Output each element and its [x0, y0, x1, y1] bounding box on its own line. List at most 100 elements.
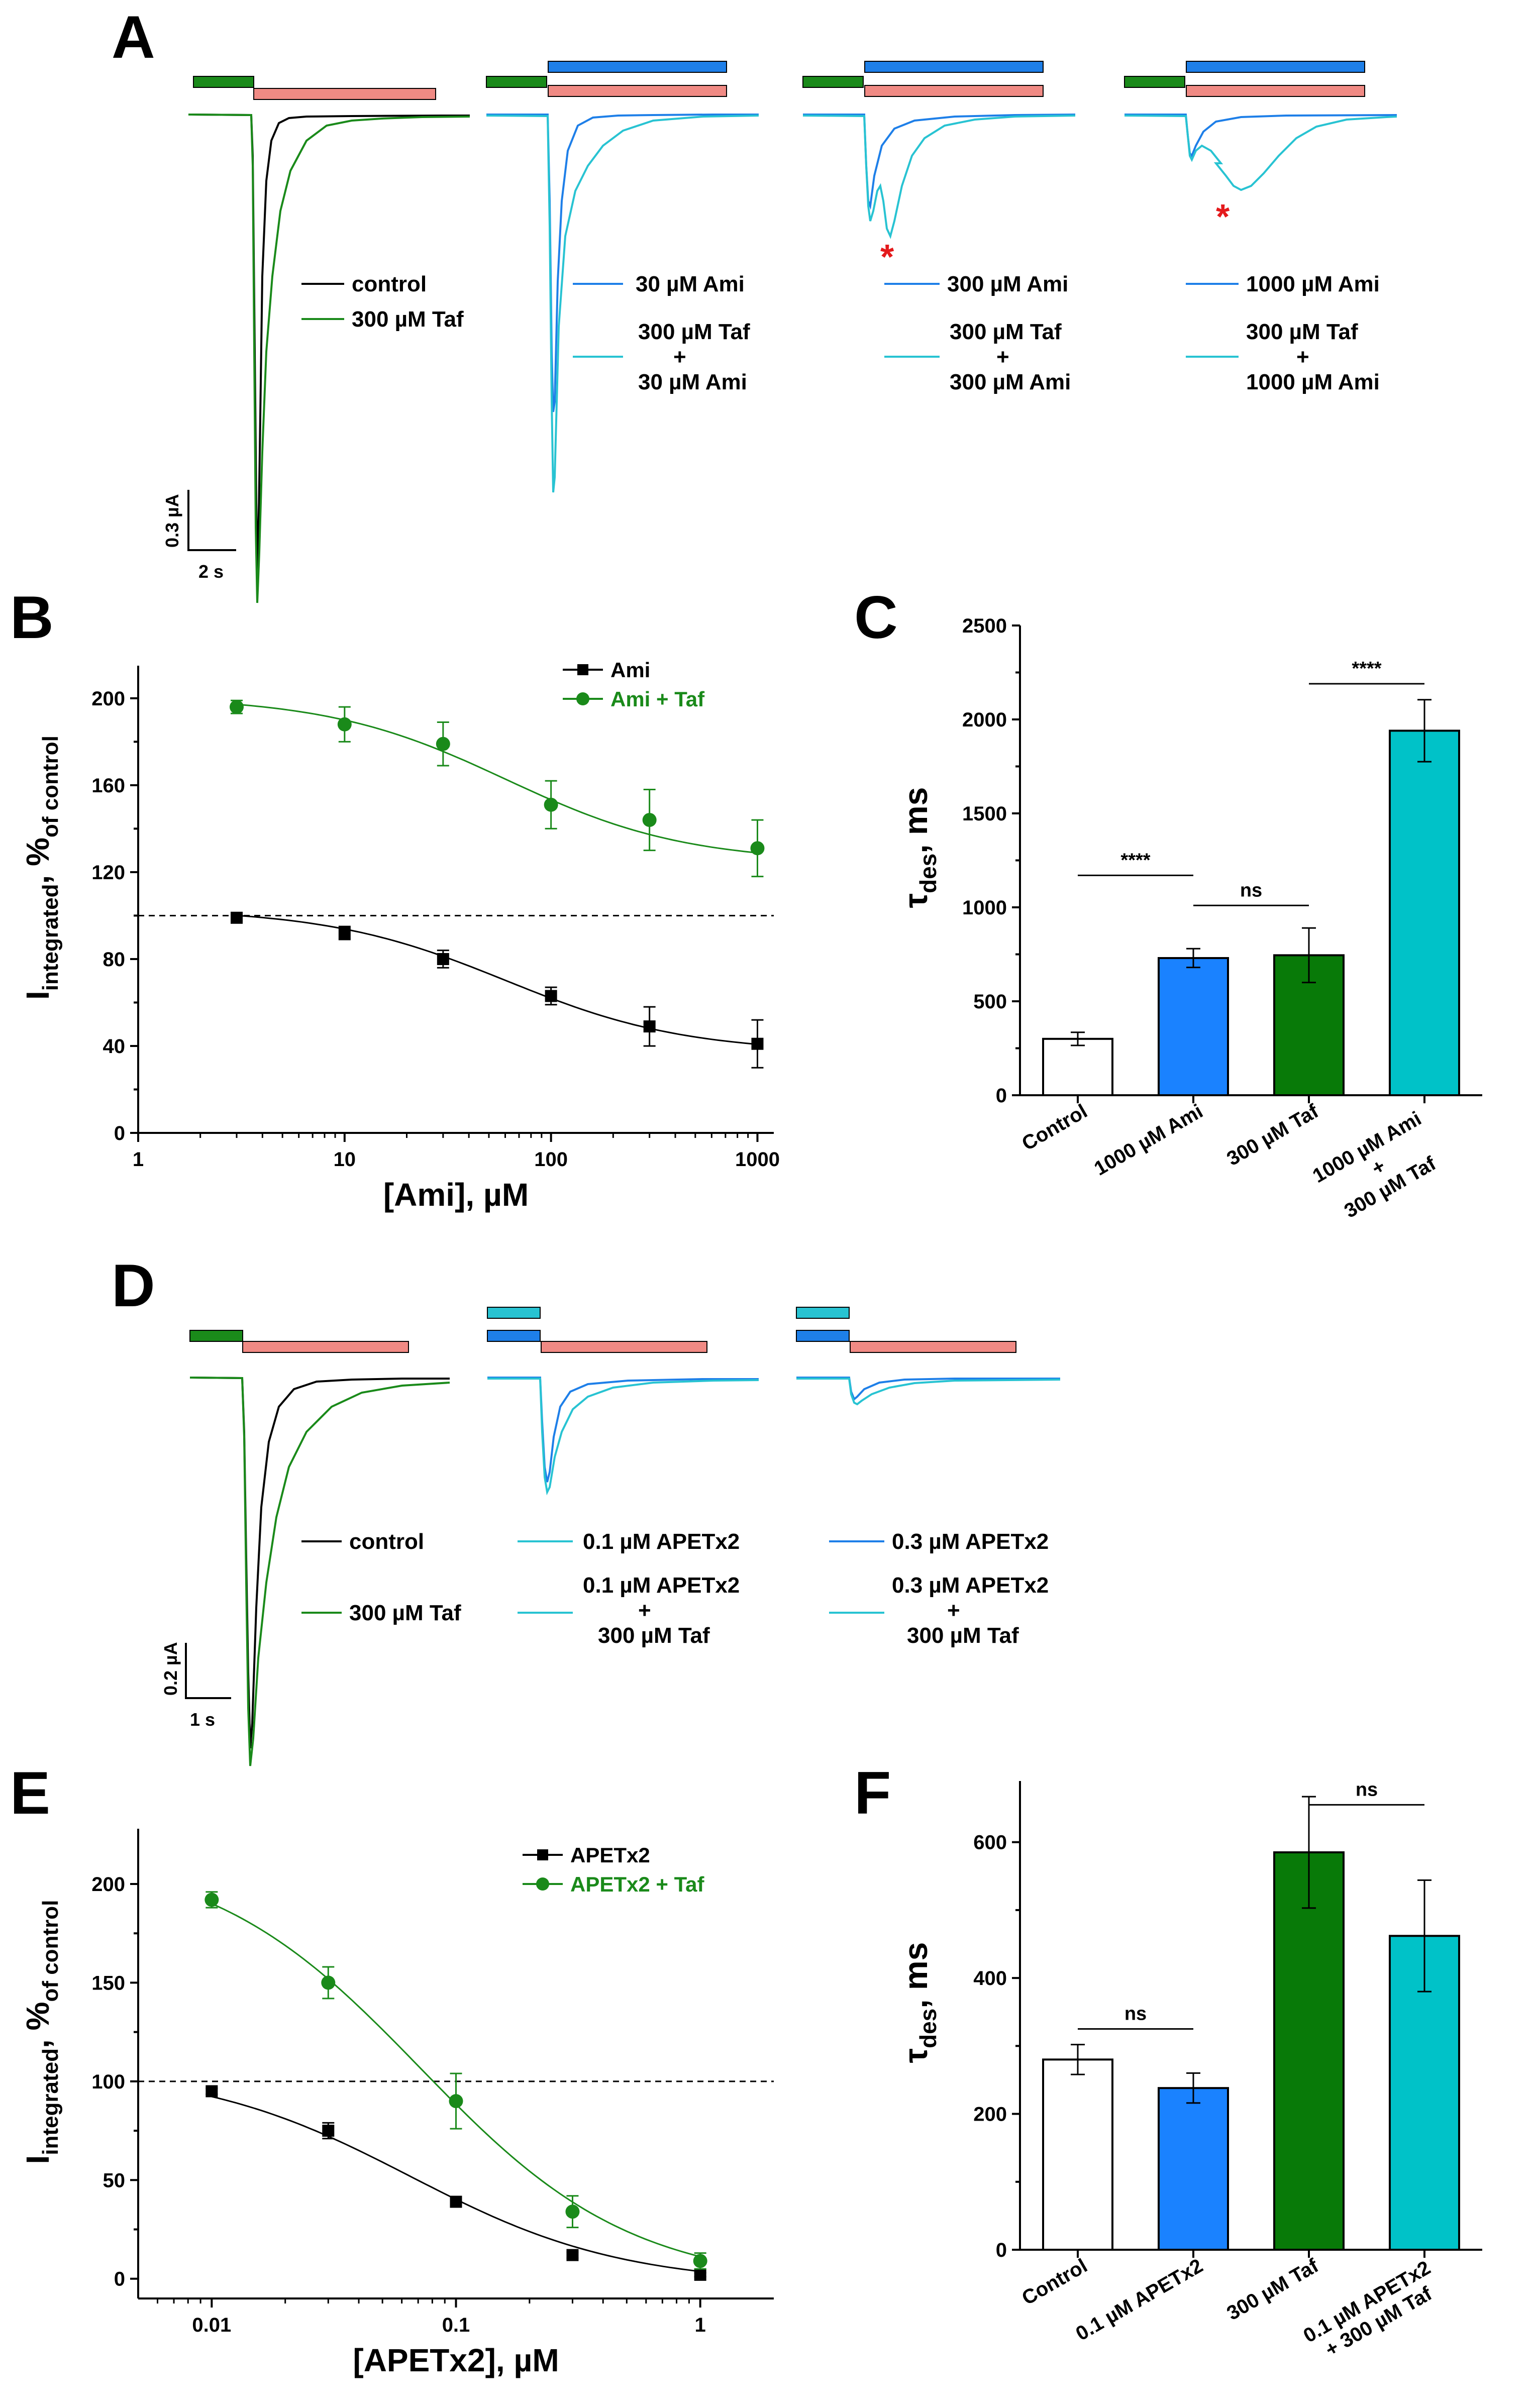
significance-label: ns: [1356, 1779, 1378, 1800]
scalebar-y-label: 0.2 µA: [160, 1642, 181, 1696]
y-tick-label: 120: [91, 862, 125, 884]
y-axis-label: Iintegrated, %of control: [20, 1900, 63, 2164]
x-category-label: 1000 µM Ami: [1090, 1100, 1206, 1180]
data-point: [751, 1037, 764, 1050]
scalebar-y-label: 0.3 µA: [162, 494, 182, 548]
data-point: [565, 2205, 580, 2219]
x-category-label: Control: [1018, 2255, 1091, 2310]
ami-application-bar: [1186, 61, 1365, 73]
legend-combo1000-l2: +: [1296, 345, 1309, 369]
legend-combo1000-l3: 1000 µM Ami: [1246, 370, 1380, 394]
legend-combo300-l3: 300 µM Ami: [950, 370, 1071, 394]
taf-trace: [188, 114, 470, 603]
scalebar-x-label: 1 s: [190, 1709, 215, 1730]
panel-letter-a: A: [112, 4, 155, 71]
y-tick-label: 100: [91, 2071, 125, 2093]
panel-letter-c: C: [854, 584, 898, 651]
control-trace: [188, 114, 470, 578]
apetx2-application-bar: [487, 1330, 541, 1342]
red-asterisk: *: [880, 237, 894, 276]
y-tick-label: 400: [973, 1967, 1007, 1990]
taf-trace: [189, 1377, 450, 1766]
y-axis-label: Iintegrated, %of control: [20, 736, 63, 1000]
significance-label: ns: [1124, 2004, 1147, 2025]
control-trace: [189, 1377, 450, 1749]
legend-apet01: 0.1 µM APETx2: [583, 1529, 740, 1554]
legend-label: APETx2: [570, 1843, 650, 1867]
legend-control: control: [349, 1529, 424, 1554]
data-point: [450, 2195, 462, 2208]
y-tick-label: 2000: [962, 709, 1007, 731]
data-point: [545, 990, 557, 1002]
y-tick-label: 600: [973, 1832, 1007, 1854]
y-tick-label: 0: [996, 1085, 1007, 1107]
y-tick-label: 200: [973, 2104, 1007, 2126]
bar-2: [1158, 2087, 1229, 2251]
data-point: [231, 911, 243, 924]
taf-ami30-trace: [486, 115, 759, 493]
significance-label: ****: [1352, 658, 1381, 679]
bar-2: [1158, 957, 1229, 1096]
taf-application-bar: [486, 76, 547, 88]
x-category-label: 1000 µM Ami+300 µM Taf: [1309, 1107, 1448, 1227]
x-category-label: 0.1 µM APETx2: [1072, 2255, 1207, 2345]
x-category-label: 300 µM Taf: [1223, 1100, 1322, 1170]
y-tick-label: 40: [103, 1035, 126, 1058]
legend-combo01-l2: +: [638, 1598, 651, 1623]
fit-curve-ami-taf: [236, 703, 758, 854]
y-tick-label: 2500: [962, 615, 1007, 637]
legend-marker: [536, 1877, 549, 1891]
legend-apet03: 0.3 µM APETx2: [892, 1529, 1049, 1554]
data-point: [436, 737, 450, 751]
scalebar-x-label: 2 s: [198, 561, 224, 582]
data-point: [694, 2268, 706, 2281]
legend-label: APETx2 + Taf: [570, 1872, 704, 1896]
taf-application-bar: [189, 1330, 243, 1342]
y-tick-label: 80: [103, 949, 126, 971]
data-point: [643, 1020, 656, 1033]
bar-3: [1273, 1851, 1345, 2251]
taf-application-bar: [802, 76, 864, 88]
x-tick-label: 100: [534, 1148, 568, 1171]
significance-label: ns: [1240, 880, 1262, 901]
ph-application-bar: [850, 1341, 1016, 1353]
y-tick-label: 160: [91, 775, 125, 797]
taf-ami1000-trace: [1124, 115, 1397, 191]
panel-letter-f: F: [854, 1759, 891, 1827]
bar-4: [1389, 729, 1460, 1096]
data-point: [337, 717, 352, 731]
chart-b-ami-dose-response: 0 40 80 120 160 200 1 10 100 1000 [Ami], µM Iintegr…: [20, 658, 780, 1213]
y-tick-label: 1500: [962, 803, 1007, 825]
panel-d-traces: control 300 µM Taf 0.1 µM APETx2 0.1 µM …: [160, 1307, 1061, 1766]
x-tick-label: 1: [695, 2314, 706, 2336]
x-tick-label: 1000: [735, 1148, 780, 1171]
panel-letter-b: B: [10, 584, 54, 651]
data-point: [449, 2094, 463, 2109]
data-point: [204, 1893, 219, 1907]
data-point: [750, 841, 765, 856]
legend-combo30-l3: 30 µM Ami: [638, 370, 747, 394]
legend-control: control: [352, 272, 427, 296]
data-point: [338, 927, 351, 939]
legend-marker: [576, 692, 589, 705]
data-point: [321, 1975, 336, 1990]
x-tick-label: 10: [334, 1148, 356, 1171]
y-axis-label: τdes, ms: [897, 787, 941, 908]
x-category-label: 300 µM Taf: [1223, 2254, 1322, 2325]
y-tick-label: 500: [973, 991, 1007, 1013]
panel-a-traces: * * control 300 µM Taf 30 µM Ami 300 µM …: [162, 61, 1397, 603]
ph-application-bar: [548, 85, 727, 97]
ph-application-bar: [242, 1341, 409, 1353]
taf-ami300-trace: [802, 115, 1076, 239]
legend-label: Ami + Taf: [610, 687, 705, 711]
bar-1: [1042, 1037, 1113, 1097]
legend-ami1000: 1000 µM Ami: [1246, 272, 1380, 296]
legend-taf: 300 µM Taf: [352, 307, 464, 332]
taf-apet03-trace: [796, 1378, 1061, 1406]
y-tick-label: 1000: [962, 897, 1007, 919]
panel-letter-d: D: [112, 1252, 155, 1319]
data-point: [230, 700, 244, 714]
significance-label: ****: [1120, 850, 1150, 871]
